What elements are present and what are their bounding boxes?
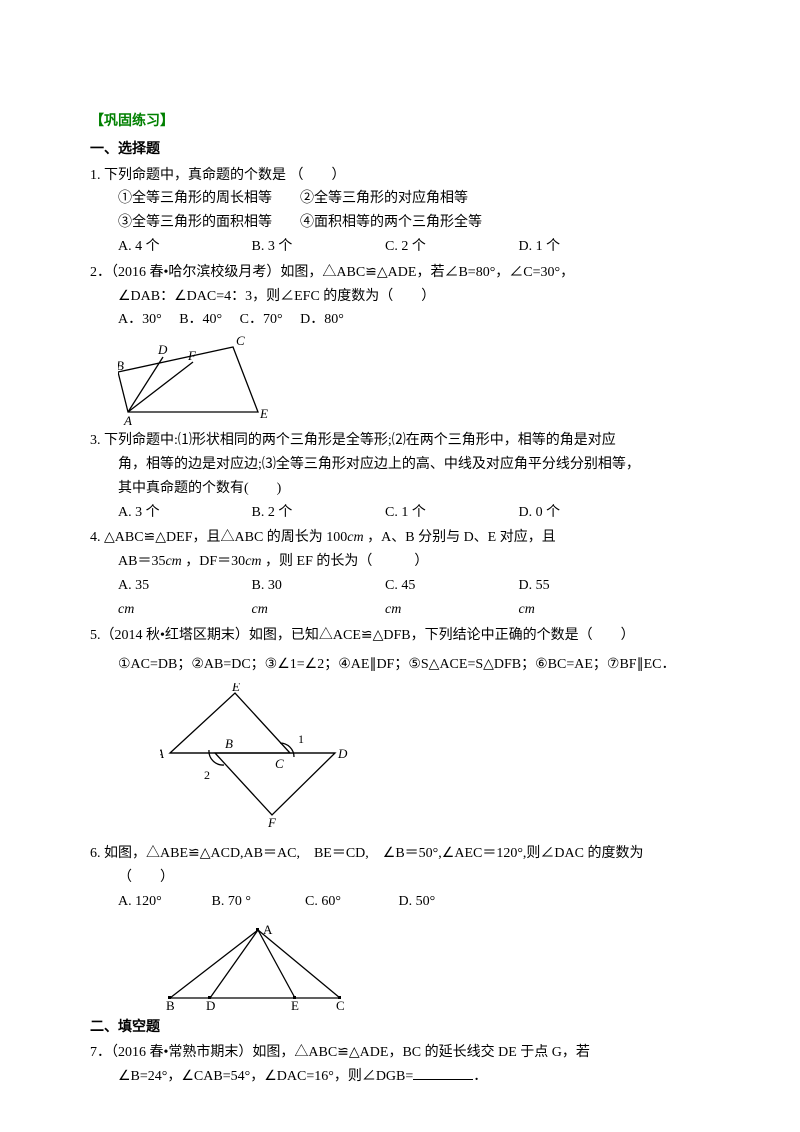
- q1-line1: ①全等三角形的周长相等 ②全等三角形的对应角相等: [90, 187, 710, 211]
- q2-figure: A E C B D F: [90, 332, 710, 427]
- q6-stem2: （ ）: [90, 866, 710, 890]
- svg-text:D: D: [157, 342, 168, 357]
- q1-optC: C. 2 个: [385, 235, 515, 259]
- svg-text:F: F: [267, 815, 277, 828]
- q4-stem-line1: 4. △ABC≌△DEF，且△ABC 的周长为 100cm ，A、B 分别与 D…: [90, 526, 710, 550]
- svg-text:A: A: [263, 922, 273, 937]
- svg-text:F: F: [187, 348, 197, 363]
- svg-text:B: B: [166, 998, 175, 1010]
- q6-optA: A. 120°: [118, 890, 208, 914]
- q3-optC: C. 1 个: [385, 501, 515, 525]
- q6-stem1: 6. 如图，△ABE≌△ACD,AB＝AC, BE＝CD, ∠B＝50°,∠AE…: [90, 842, 710, 866]
- q2-optA: A．30°: [118, 308, 162, 332]
- q3-optD: D. 0 个: [519, 501, 649, 525]
- q4-stem-line2: AB＝35cm ，DF＝30cm ，则 EF 的长为（ ）: [90, 550, 710, 574]
- q6-optC: C. 60°: [305, 890, 395, 914]
- q1-line2: ③全等三角形的面积相等 ④面积相等的两个三角形全等: [90, 211, 710, 235]
- q5-figure: A D E F B C 1 2: [90, 683, 710, 828]
- q6-optB: B. 70 °: [212, 890, 302, 914]
- q5-stem1: 5.（2014 秋•红塔区期末）如图，已知△ACE≌△DFB，下列结论中正确的个…: [90, 624, 710, 648]
- q2-optD: D．80°: [300, 308, 344, 332]
- q4-optA: A. 35cm: [118, 574, 248, 622]
- svg-text:E: E: [291, 998, 299, 1010]
- q7-stem1: 7．（2016 春•常熟市期末）如图，△ABC≌△ADE，BC 的延长线交 DE…: [90, 1041, 710, 1065]
- q4-optB: B. 30cm: [252, 574, 382, 622]
- q1: 1. 下列命题中，真命题的个数是 （ ） ①全等三角形的周长相等 ②全等三角形的…: [90, 164, 710, 259]
- q2-stem2: ∠DAB：∠DAC=4：3，则∠EFC 的度数为（ ）: [90, 285, 710, 309]
- q6-options: A. 120° B. 70 ° C. 60° D. 50°: [90, 890, 710, 914]
- q6: 6. 如图，△ABE≌△ACD,AB＝AC, BE＝CD, ∠B＝50°,∠AE…: [90, 842, 710, 1009]
- q1-stem: 1. 下列命题中，真命题的个数是 （ ）: [90, 164, 710, 188]
- q7-stem2: ∠B=24°，∠CAB=54°，∠DAC=16°，则∠DGB=．: [90, 1065, 710, 1089]
- svg-text:C: C: [236, 333, 245, 348]
- svg-text:D: D: [337, 746, 348, 761]
- q4-optD: D. 55cm: [519, 574, 649, 622]
- q2-stem1: 2．（2016 春•哈尔滨校级月考）如图，△ABC≌△ADE，若∠B=80°，∠…: [90, 261, 710, 285]
- q5: 5.（2014 秋•红塔区期末）如图，已知△ACE≌△DFB，下列结论中正确的个…: [90, 624, 710, 829]
- svg-text:B: B: [118, 358, 124, 373]
- q3-stem1: 3. 下列命题中:⑴形状相同的两个三角形是全等形;⑵在两个三角形中，相等的角是对…: [90, 429, 710, 453]
- q2: 2．（2016 春•哈尔滨校级月考）如图，△ABC≌△ADE，若∠B=80°，∠…: [90, 261, 710, 427]
- q3: 3. 下列命题中:⑴形状相同的两个三角形是全等形;⑵在两个三角形中，相等的角是对…: [90, 429, 710, 524]
- svg-text:2: 2: [204, 768, 210, 782]
- q3-stem2: 角，相等的边是对应边;⑶全等三角形对应边上的高、中线及对应角平分线分别相等，: [90, 453, 710, 477]
- q6-figure: A B D E C: [90, 920, 710, 1010]
- svg-text:B: B: [225, 736, 233, 751]
- svg-text:1: 1: [298, 732, 304, 746]
- header: 【巩固练习】: [90, 110, 710, 134]
- q2-options: A．30° B．40° C．70° D．80°: [90, 308, 710, 332]
- q6-optD: D. 50°: [399, 890, 489, 914]
- svg-text:C: C: [336, 998, 345, 1010]
- svg-text:E: E: [259, 406, 268, 421]
- q4-optC: C. 45cm: [385, 574, 515, 622]
- svg-text:E: E: [231, 683, 240, 694]
- q2-optC: C．70°: [240, 308, 283, 332]
- q7-blank: [413, 1065, 473, 1080]
- section-1-title: 一、选择题: [90, 138, 710, 162]
- q3-optA: A. 3 个: [118, 501, 248, 525]
- svg-text:A: A: [123, 413, 132, 427]
- q3-options: A. 3 个 B. 2 个 C. 1 个 D. 0 个: [90, 501, 710, 525]
- section-2-title: 二、填空题: [90, 1016, 710, 1040]
- q5-stem2: ①AC=DB；②AB=DC；③∠1=∠2；④AE∥DF；⑤S△ACE=S△DFB…: [90, 653, 710, 677]
- svg-text:D: D: [206, 998, 215, 1010]
- q3-optB: B. 2 个: [252, 501, 382, 525]
- q7: 7．（2016 春•常熟市期末）如图，△ABC≌△ADE，BC 的延长线交 DE…: [90, 1041, 710, 1089]
- q1-optD: D. 1 个: [519, 235, 649, 259]
- q4: 4. △ABC≌△DEF，且△ABC 的周长为 100cm ，A、B 分别与 D…: [90, 526, 710, 621]
- q1-optB: B. 3 个: [252, 235, 382, 259]
- q4-options: A. 35cm B. 30cm C. 45cm D. 55cm: [90, 574, 710, 622]
- q1-optA: A. 4 个: [118, 235, 248, 259]
- svg-text:C: C: [275, 756, 284, 771]
- svg-text:A: A: [160, 746, 164, 761]
- q2-optB: B．40°: [179, 308, 222, 332]
- q1-options: A. 4 个 B. 3 个 C. 2 个 D. 1 个: [90, 235, 710, 259]
- q3-stem3: 其中真命题的个数有( ): [90, 477, 710, 501]
